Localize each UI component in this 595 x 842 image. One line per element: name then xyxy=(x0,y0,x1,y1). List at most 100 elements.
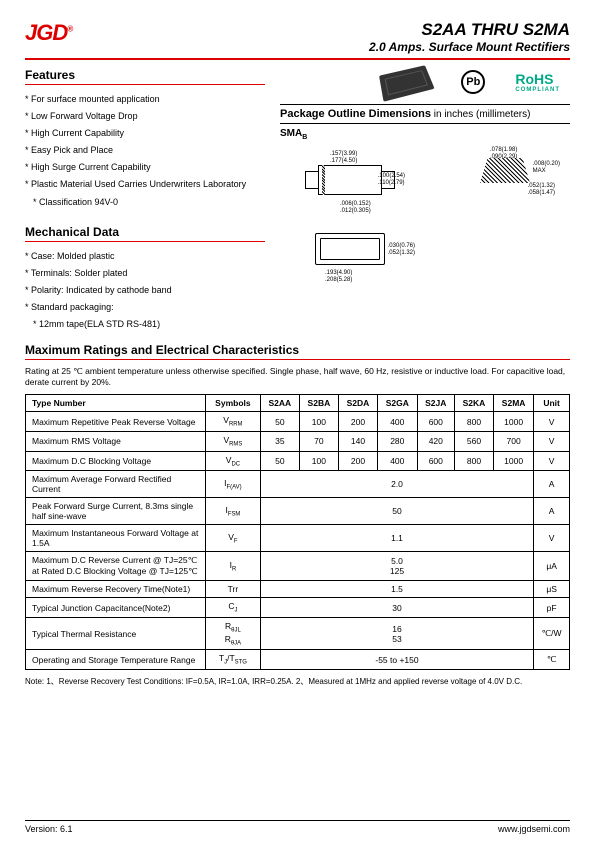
ratings-note: Rating at 25 ℃ ambient temperature unles… xyxy=(25,366,570,388)
divider xyxy=(25,58,570,60)
badge-row: Pb RoHS COMPLIANT xyxy=(280,68,570,96)
cell: 50 xyxy=(260,412,299,432)
row-unit: pF xyxy=(534,598,570,618)
table-row: Peak Forward Surge Current, 8.3ms single… xyxy=(26,498,570,525)
row-name: Maximum Average Forward Rectified Curren… xyxy=(26,471,206,498)
row-symbol: VRMS xyxy=(206,431,261,451)
cell: 700 xyxy=(494,431,534,451)
ratings-footnote: Note: 1、Reverse Recovery Test Conditions… xyxy=(25,676,570,687)
title-area: S2AA THRU S2MA 2.0 Amps. Surface Mount R… xyxy=(369,20,570,54)
cell: 70 xyxy=(299,431,338,451)
row-unit: V xyxy=(534,412,570,432)
title-sub: 2.0 Amps. Surface Mount Rectifiers xyxy=(369,40,570,54)
cell: 100 xyxy=(299,451,338,471)
cell-merged: -55 to +150 xyxy=(260,650,533,670)
cell: 400 xyxy=(377,451,417,471)
cell: 35 xyxy=(260,431,299,451)
row-name: Peak Forward Surge Current, 8.3ms single… xyxy=(26,498,206,525)
row-name: Maximum D.C Reverse Current @ TJ=25℃at R… xyxy=(26,552,206,581)
row-name: Maximum RMS Voltage xyxy=(26,431,206,451)
row-name: Typical Thermal Resistance xyxy=(26,617,206,649)
col-s2da: S2DA xyxy=(338,395,377,412)
row-unit: ℃/W xyxy=(534,617,570,649)
cell: 600 xyxy=(417,412,454,432)
divider xyxy=(25,359,570,360)
col-s2ma: S2MA xyxy=(494,395,534,412)
row-name: Maximum Instantaneous Forward Voltage at… xyxy=(26,525,206,552)
row-symbol: CJ xyxy=(206,598,261,618)
cell-merged: 5.0125 xyxy=(260,552,533,581)
cell: 1000 xyxy=(494,412,534,432)
features-heading: Features xyxy=(25,68,265,82)
row-name: Maximum D.C Blocking Voltage xyxy=(26,451,206,471)
feature-item: For surface mounted application xyxy=(25,91,265,108)
cell: 1000 xyxy=(494,451,534,471)
cell-merged: 1.5 xyxy=(260,581,533,598)
rohs-badge: RoHS COMPLIANT xyxy=(515,71,560,93)
feature-item: Low Forward Voltage Drop xyxy=(25,108,265,125)
mech-item: 12mm tape(ELA STD RS-481) xyxy=(33,316,265,333)
cell: 200 xyxy=(338,451,377,471)
table-row: Operating and Storage Temperature RangeT… xyxy=(26,650,570,670)
pb-free-badge: Pb xyxy=(461,70,485,94)
table-row: Maximum D.C Blocking VoltageVDC501002004… xyxy=(26,451,570,471)
divider xyxy=(25,241,265,242)
row-symbol: VRRM xyxy=(206,412,261,432)
table-row: Maximum Repetitive Peak Reverse VoltageV… xyxy=(26,412,570,432)
table-row: Maximum Average Forward Rectified Curren… xyxy=(26,471,570,498)
row-unit: μA xyxy=(534,552,570,581)
cell: 50 xyxy=(260,451,299,471)
cell: 420 xyxy=(417,431,454,451)
mechanical-list: Case: Molded plastic Terminals: Solder p… xyxy=(25,248,265,333)
cell-merged: 1.1 xyxy=(260,525,533,552)
package-heading: Package Outline Dimensions in inches (mi… xyxy=(280,104,570,124)
row-unit: A xyxy=(534,471,570,498)
cell: 140 xyxy=(338,431,377,451)
cell-merged: 2.0 xyxy=(260,471,533,498)
table-row: Typical Junction Capacitance(Note2)CJ30p… xyxy=(26,598,570,618)
table-row: Typical Thermal ResistanceRθJLRθJA1653℃/… xyxy=(26,617,570,649)
row-unit: V xyxy=(534,451,570,471)
row-name: Maximum Repetitive Peak Reverse Voltage xyxy=(26,412,206,432)
ratings-table: Type Number Symbols S2AA S2BA S2DA S2GA … xyxy=(25,394,570,670)
row-unit: μS xyxy=(534,581,570,598)
row-name: Maximum Reverse Recovery Time(Note1) xyxy=(26,581,206,598)
features-list: For surface mounted application Low Forw… xyxy=(25,91,265,211)
row-symbol: IF(AV) xyxy=(206,471,261,498)
col-symbols: Symbols xyxy=(206,395,261,412)
row-symbol: TJ/TSTG xyxy=(206,650,261,670)
cell: 600 xyxy=(417,451,454,471)
col-s2aa: S2AA xyxy=(260,395,299,412)
table-row: Maximum Reverse Recovery Time(Note1)Trr1… xyxy=(26,581,570,598)
cell: 560 xyxy=(454,431,493,451)
feature-item: High Current Capability xyxy=(25,125,265,142)
cell: 200 xyxy=(338,412,377,432)
mech-item: Terminals: Solder plated xyxy=(25,265,265,282)
table-header-row: Type Number Symbols S2AA S2BA S2DA S2GA … xyxy=(26,395,570,412)
footer: Version: 6.1 www.jgdsemi.com xyxy=(25,820,570,834)
feature-item: Easy Pick and Place xyxy=(25,142,265,159)
col-unit: Unit xyxy=(534,395,570,412)
feature-item: Plastic Material Used Carries Underwrite… xyxy=(25,176,265,193)
table-row: Maximum D.C Reverse Current @ TJ=25℃at R… xyxy=(26,552,570,581)
logo: JGD® xyxy=(25,20,72,46)
row-unit: V xyxy=(534,431,570,451)
col-s2ba: S2BA xyxy=(299,395,338,412)
ratings-heading: Maximum Ratings and Electrical Character… xyxy=(25,343,570,357)
row-symbol: RθJLRθJA xyxy=(206,617,261,649)
cell: 800 xyxy=(454,451,493,471)
package-label: SMAB xyxy=(280,128,570,141)
top-view: .157(3.99).177(4.50) .100(2.54).110(2.79… xyxy=(300,153,400,208)
footer-url: www.jgdsemi.com xyxy=(498,824,570,834)
mech-item: Polarity: Indicated by cathode band xyxy=(25,282,265,299)
mech-item: Standard packaging: xyxy=(25,299,265,316)
cell: 400 xyxy=(377,412,417,432)
cell-merged: 1653 xyxy=(260,617,533,649)
cell: 800 xyxy=(454,412,493,432)
divider xyxy=(25,84,265,85)
col-s2ja: S2JA xyxy=(417,395,454,412)
header: JGD® S2AA THRU S2MA 2.0 Amps. Surface Mo… xyxy=(25,20,570,54)
package-diagram: .157(3.99).177(4.50) .100(2.54).110(2.79… xyxy=(280,143,570,293)
row-symbol: Trr xyxy=(206,581,261,598)
mechanical-heading: Mechanical Data xyxy=(25,225,265,239)
